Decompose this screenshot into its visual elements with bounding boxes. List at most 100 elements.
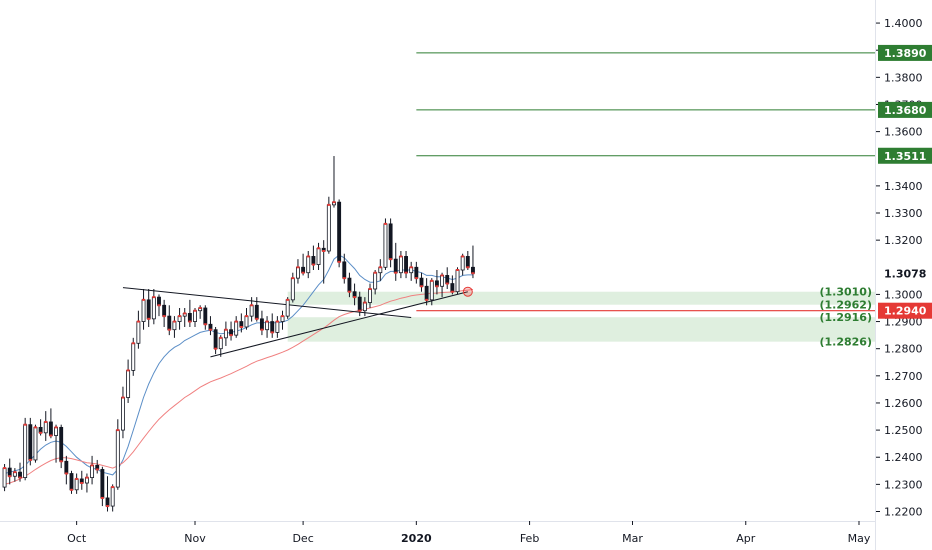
candle-close-marker: [49, 434, 53, 437]
candle-body: [270, 321, 275, 333]
candle-body: [306, 256, 311, 274]
candle-close-marker: [188, 320, 192, 323]
target-price-tag-1: 1.3680: [878, 101, 932, 118]
candle-body: [157, 296, 161, 306]
candle-body: [146, 299, 151, 320]
candle: [28, 417, 33, 466]
candle: [455, 267, 460, 295]
candle-body: [172, 321, 177, 331]
candle-close-marker: [162, 315, 166, 318]
candle-body: [126, 369, 131, 398]
candle: [33, 424, 38, 463]
x-tick-label: May: [848, 532, 871, 545]
candle-body: [388, 223, 393, 260]
trendline-1: [210, 291, 468, 358]
moving-averages-layer: [4, 254, 474, 485]
zone-labels-layer: (1.3010)(1.2962)(1.2916) (1.2826): [819, 286, 872, 349]
candle-close-marker: [105, 505, 110, 508]
candle-body: [136, 321, 141, 344]
candle-close-marker: [353, 296, 357, 299]
candle-body: [316, 247, 321, 265]
candle-close-marker: [214, 347, 218, 350]
candle: [146, 288, 151, 327]
candle-close-marker: [3, 467, 7, 470]
candle: [187, 299, 192, 327]
candle-body: [43, 421, 48, 434]
stop-price-tag-text: 1.2940: [884, 305, 927, 318]
candle-close-marker: [455, 268, 460, 271]
x-tick-label: Dec: [292, 532, 313, 545]
candle: [198, 305, 203, 319]
zone-level-label: (1.3010): [819, 286, 872, 299]
candle-close-marker: [142, 298, 146, 301]
candle: [213, 326, 218, 355]
candle: [249, 297, 254, 322]
candle-body: [265, 321, 270, 331]
candle-close-marker: [147, 317, 151, 320]
candle-body: [59, 426, 64, 462]
candle-close-marker: [394, 271, 398, 274]
candle: [434, 269, 439, 295]
candle-close-marker: [275, 320, 279, 323]
candle-close-marker: [136, 320, 140, 323]
candle: [398, 251, 403, 279]
candle: [64, 455, 69, 485]
candle: [290, 272, 295, 303]
candle-close-marker: [311, 263, 315, 266]
candle-close-marker: [378, 266, 382, 269]
candle-close-marker: [358, 309, 362, 312]
candle: [162, 299, 167, 327]
candle-close-marker: [327, 203, 331, 206]
candle: [342, 253, 347, 284]
candle: [223, 321, 228, 346]
x-tick-label: Apr: [736, 532, 756, 545]
candle: [157, 294, 161, 317]
candle-close-marker: [152, 296, 156, 299]
candle-close-marker: [450, 290, 454, 293]
candle-body: [296, 266, 300, 279]
candle: [54, 424, 58, 463]
candle-body: [23, 424, 28, 478]
candle-body: [440, 275, 445, 287]
support-zone-0: [287, 291, 876, 305]
target-price-tag-2: 1.3511: [878, 147, 932, 164]
candle: [404, 251, 408, 279]
candle-close-marker: [383, 222, 387, 225]
target-price-tag-1-bg: [878, 101, 932, 118]
candle-close-marker: [33, 426, 37, 429]
candle: [74, 473, 79, 494]
candle: [409, 261, 414, 281]
candle-body: [74, 478, 79, 491]
candle: [193, 307, 197, 327]
candle-close-marker: [54, 426, 58, 429]
candle-body: [465, 256, 470, 268]
candle-body: [404, 256, 408, 274]
candle: [136, 310, 141, 349]
candle: [414, 261, 419, 284]
y-tick-label: 1.2900: [884, 316, 923, 329]
candle: [326, 196, 331, 254]
candle-body: [419, 277, 424, 287]
candle-close-marker: [100, 496, 104, 499]
y-tick-label: 1.2500: [884, 424, 923, 437]
candle-body: [249, 304, 254, 317]
candle-close-marker: [234, 320, 238, 323]
candle-close-marker: [239, 325, 243, 328]
moving-average-line-0: [4, 254, 473, 476]
candle-body: [275, 321, 280, 333]
candle: [48, 408, 53, 439]
x-tick-label: Feb: [520, 532, 539, 545]
candle-body: [110, 486, 115, 507]
y-tick-label: 1.4000: [884, 17, 923, 30]
candle: [18, 462, 22, 482]
candle-close-marker: [265, 320, 269, 323]
candle: [393, 242, 398, 281]
candle-close-marker: [409, 266, 413, 269]
candle-close-marker: [270, 331, 274, 334]
candle: [244, 307, 249, 330]
candle: [203, 305, 208, 330]
candle-body: [424, 285, 429, 301]
moving-average-line-1: [4, 289, 474, 485]
candle: [84, 473, 89, 493]
